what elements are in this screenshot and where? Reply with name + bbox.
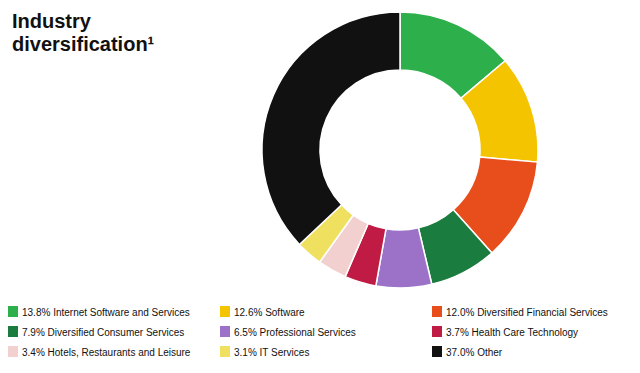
legend: 13.8% Internet Software and Services 12.6… — [8, 306, 608, 358]
legend-item: 12.6% Software — [220, 306, 305, 318]
legend-item: 3.1% IT Services — [220, 346, 309, 358]
legend-item: 12.0% Diversified Financial Services — [432, 306, 608, 318]
legend-label: 6.5% Professional Services — [234, 327, 356, 338]
legend-label: 37.0% Other — [446, 347, 503, 358]
legend-label: 3.4% Hotels, Restaurants and Leisure — [22, 347, 191, 358]
title-line: diversification¹ — [12, 33, 155, 55]
legend-swatch — [8, 306, 18, 317]
chart: Industrydiversification¹ 13.8% Internet S… — [0, 0, 640, 373]
legend-label: 3.1% IT Services — [234, 347, 309, 358]
legend-label: 7.9% Diversified Consumer Services — [22, 327, 184, 338]
legend-label: 12.6% Software — [234, 307, 305, 318]
legend-swatch — [220, 346, 230, 357]
legend-label: 3.7% Health Care Technology — [446, 327, 578, 338]
legend-swatch — [432, 306, 442, 317]
title-line: Industry — [12, 10, 92, 32]
legend-swatch — [220, 326, 230, 337]
legend-swatch — [8, 346, 18, 357]
legend-item: 3.4% Hotels, Restaurants and Leisure — [8, 346, 191, 358]
legend-label: 13.8% Internet Software and Services — [22, 307, 190, 318]
legend-item: 3.7% Health Care Technology — [432, 326, 578, 338]
legend-swatch — [432, 326, 442, 337]
legend-swatch — [432, 346, 442, 357]
slices — [262, 12, 538, 288]
legend-swatch — [8, 326, 18, 337]
legend-item: 37.0% Other — [432, 346, 503, 358]
legend-item: 6.5% Professional Services — [220, 326, 356, 338]
slice — [262, 12, 400, 244]
slice — [461, 61, 538, 162]
legend-item: 13.8% Internet Software and Services — [8, 306, 190, 318]
title: Industrydiversification¹ — [12, 10, 155, 55]
legend-swatch — [220, 306, 230, 317]
legend-item: 7.9% Diversified Consumer Services — [8, 326, 184, 338]
legend-label: 12.0% Diversified Financial Services — [446, 307, 608, 318]
